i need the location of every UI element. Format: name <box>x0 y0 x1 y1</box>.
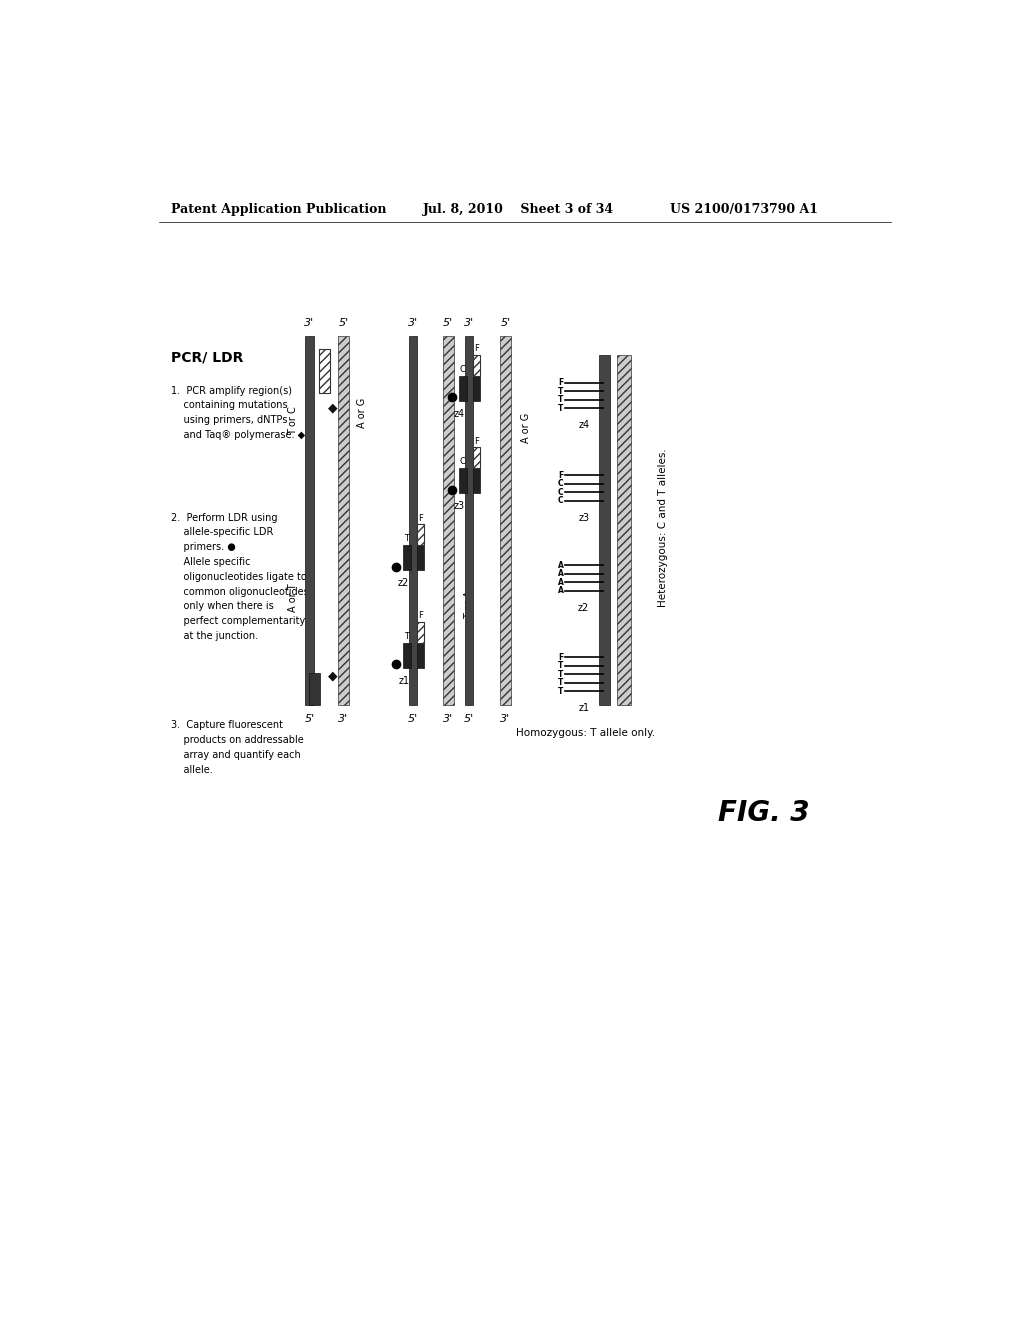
Text: ◆: ◆ <box>328 669 338 682</box>
Text: F: F <box>558 379 563 387</box>
Text: 5': 5' <box>304 714 314 725</box>
Bar <box>403 643 411 668</box>
Text: F: F <box>558 653 563 661</box>
Bar <box>500 335 511 705</box>
Bar <box>617 355 631 705</box>
Text: 3': 3' <box>304 318 314 327</box>
Text: z1: z1 <box>579 704 589 713</box>
Text: F: F <box>419 611 423 620</box>
Text: F: F <box>474 437 479 446</box>
Text: 3': 3' <box>464 318 474 327</box>
Text: A: A <box>558 569 563 578</box>
Text: z3: z3 <box>579 512 589 523</box>
Bar <box>459 469 467 494</box>
Text: 5': 5' <box>443 318 454 327</box>
Text: A or T: A or T <box>289 583 299 611</box>
Text: FIG. 3: FIG. 3 <box>718 799 809 826</box>
Text: 5': 5' <box>501 318 511 327</box>
Text: Heterozygous: C and T alleles.: Heterozygous: C and T alleles. <box>657 449 668 607</box>
Bar <box>442 335 454 705</box>
Text: A: A <box>558 578 563 587</box>
Text: Patent Application Publication: Patent Application Publication <box>171 203 386 216</box>
Text: 3': 3' <box>501 714 511 725</box>
Text: T: T <box>558 678 563 688</box>
Bar <box>599 355 610 705</box>
Bar <box>403 545 411 570</box>
Text: 1.  PCR amplify region(s)
    containing mutations
    using primers, dNTPs
    : 1. PCR amplify region(s) containing muta… <box>171 385 305 440</box>
Text: 5': 5' <box>464 714 474 725</box>
Text: C: C <box>558 479 563 488</box>
Text: 3.  Capture fluorescent
    products on addressable
    array and quantify each
: 3. Capture fluorescent products on addre… <box>171 721 303 775</box>
Text: Homozygous: T allele only.: Homozygous: T allele only. <box>516 729 654 738</box>
Text: A: A <box>558 586 563 595</box>
Text: A or G: A or G <box>357 397 368 428</box>
Text: 5': 5' <box>409 714 418 725</box>
Text: C: C <box>558 487 563 496</box>
Text: T: T <box>558 669 563 678</box>
Text: T: T <box>558 686 563 696</box>
Text: 3': 3' <box>338 714 348 725</box>
Text: C: C <box>558 496 563 506</box>
Text: A: A <box>418 535 424 544</box>
Bar <box>473 447 480 469</box>
Text: PCR/ LDR: PCR/ LDR <box>171 351 243 364</box>
Bar <box>473 376 480 401</box>
Text: F: F <box>558 471 563 479</box>
Text: F: F <box>419 513 423 523</box>
Text: T: T <box>404 632 410 642</box>
Text: z4: z4 <box>454 409 465 418</box>
Bar <box>465 335 473 705</box>
Text: T: T <box>558 395 563 404</box>
Text: z4: z4 <box>579 420 589 430</box>
Bar <box>473 355 480 376</box>
Text: z3: z3 <box>454 502 465 511</box>
Bar <box>473 469 480 494</box>
Bar <box>409 335 418 705</box>
Text: F: F <box>474 345 479 354</box>
Text: C: C <box>460 458 466 466</box>
Text: T: T <box>558 404 563 413</box>
Text: A or G: A or G <box>521 413 530 444</box>
Text: T: T <box>558 387 563 396</box>
Text: T or A: T or A <box>464 590 473 619</box>
Text: T or C: T or C <box>289 405 299 434</box>
Bar <box>338 335 349 705</box>
Text: T: T <box>558 661 563 671</box>
Text: 3': 3' <box>443 714 454 725</box>
Text: A: A <box>418 632 424 642</box>
Bar <box>459 376 467 401</box>
Text: z2: z2 <box>398 578 410 587</box>
Text: ◆: ◆ <box>328 401 338 414</box>
Text: 5': 5' <box>338 318 348 327</box>
Text: 2.  Perform LDR using
    allele-specific LDR
    primers. ●
    Allele specific: 2. Perform LDR using allele-specific LDR… <box>171 512 308 642</box>
Text: 3': 3' <box>409 318 418 327</box>
Bar <box>418 643 424 668</box>
Text: A: A <box>558 561 563 570</box>
Text: T: T <box>474 458 479 466</box>
Bar <box>418 545 424 570</box>
Text: T: T <box>404 535 410 544</box>
Text: US 2100/0173790 A1: US 2100/0173790 A1 <box>671 203 818 216</box>
Bar <box>319 350 331 393</box>
Text: z2: z2 <box>579 603 590 612</box>
Text: T: T <box>474 366 479 374</box>
Text: Jul. 8, 2010    Sheet 3 of 34: Jul. 8, 2010 Sheet 3 of 34 <box>423 203 613 216</box>
Text: C: C <box>460 366 466 374</box>
Bar <box>309 673 321 705</box>
Bar <box>418 622 424 643</box>
Bar <box>305 335 314 705</box>
Text: z1: z1 <box>398 676 410 686</box>
Bar <box>418 524 424 545</box>
